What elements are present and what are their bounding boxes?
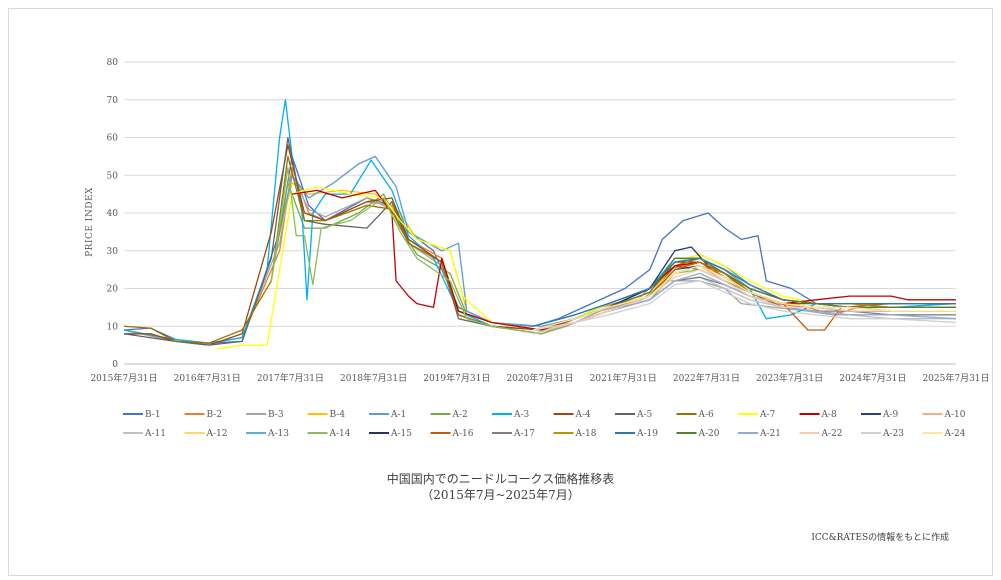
legend-label: A-12 [206,429,228,439]
legend-label: A-3 [513,410,530,420]
legend-label: A-4 [575,410,592,420]
legend-item: A-13 [246,429,289,439]
legend-item: A-22 [799,429,843,439]
gridlines [124,61,956,365]
legend-item: B-1 [123,410,161,420]
legend-label: A-1 [390,410,406,420]
legend-item: A-8 [799,410,838,420]
series-line-A-19 [533,257,956,327]
legend-label: A-5 [636,410,653,420]
legend-label: A-20 [698,429,720,439]
legend-label: A-13 [267,429,289,439]
x-tick-label: 2025年7月31日 [922,372,989,384]
series-lines [123,99,957,350]
x-tick-label: 2023年7月31日 [756,372,823,384]
legend-label: B-1 [145,410,161,420]
legend-item: A-12 [184,429,228,439]
x-tick-label: 2024年7月31日 [839,372,906,384]
legend-item: A-14 [307,429,351,439]
y-axis-label: PRICE INDEX [85,187,95,257]
legend-item: A-2 [430,410,468,420]
legend-label: A-21 [759,429,781,439]
legend-item: A-18 [553,429,597,439]
y-tick-label: 30 [107,247,119,257]
legend-label: A-6 [698,410,715,420]
legend-label: A-23 [882,429,904,439]
chart-title: 中国国内でのニードルコークス価格推移表 [386,472,615,486]
x-tick-label: 2016年7月31日 [174,372,241,384]
legend-item: A-3 [492,410,530,420]
y-tick-label: 10 [107,322,119,332]
legend-label: B-4 [330,410,346,420]
legend-label: A-7 [759,410,776,420]
x-tick-label: 2022年7月31日 [673,372,740,384]
y-tick-label: 20 [107,285,119,295]
legend-label: A-19 [636,429,658,439]
legend-item: A-11 [123,429,166,439]
series-line-A-8 [292,189,956,331]
legend-label: A-18 [575,429,597,439]
legend-item: A-4 [553,410,592,420]
legend-item: B-3 [246,410,284,420]
legend-label: B-2 [207,410,223,420]
legend-item: A-7 [738,410,776,420]
y-tick-label: 60 [107,134,119,144]
series-line-A-3 [123,99,957,344]
legend-label: A-15 [390,429,412,439]
x-tick-label: 2017年7月31日 [257,372,324,384]
series-line-A-7 [217,185,956,350]
series-line-A-23 [533,280,957,335]
x-tick-label: 2015年7月31日 [90,372,157,384]
legend-item: B-4 [307,410,346,420]
legend: B-1 B-2 B-3 B-4 A-1 A-2 A-3 A-4 A-5 A-6 A-7 A-8 A-9 A… [123,410,966,439]
legend-label: A-22 [821,429,843,439]
legend-item: A-9 [861,410,899,420]
legend-item: A-6 [676,410,715,420]
legend-label: A-24 [944,429,966,439]
legend-label: A-10 [944,410,966,420]
legend-item: A-17 [492,429,535,439]
chart-subtitle: （2015年7月~2025年7月） [421,488,580,502]
x-tick-label: 2020年7月31日 [506,372,573,384]
legend-item: A-20 [676,429,720,439]
source-note: ICC&RATESの情報をもとに作成 [811,533,949,543]
legend-item: A-24 [922,429,966,439]
legend-label: A-2 [452,410,468,420]
series-line-A-24 [533,265,956,331]
legend-item: A-10 [922,410,966,420]
y-tick-labels: 0 10 20 30 40 50 60 70 80 [107,58,119,370]
legend-item: A-15 [369,429,412,439]
legend-label: A-17 [513,429,535,439]
y-tick-label: 0 [112,360,118,370]
legend-item: A-23 [861,429,904,439]
legend-label: A-8 [821,410,838,420]
legend-item: A-16 [430,429,474,439]
legend-label: A-11 [144,429,166,439]
legend-label: A-16 [452,429,474,439]
legend-item: A-1 [369,410,406,420]
y-tick-label: 80 [107,58,119,68]
x-tick-label: 2021年7月31日 [590,372,657,384]
legend-label: A-14 [329,429,351,439]
x-tick-label: 2019年7月31日 [423,372,490,384]
x-tick-labels: 2015年7月31日 2016年7月31日 2017年7月31日 2018年7月31日… [90,372,989,384]
y-tick-label: 70 [107,96,119,106]
legend-label: A-9 [882,410,899,420]
chart-frame [8,8,993,576]
series-line-A-22 [533,268,956,331]
legend-item: B-2 [184,410,223,420]
y-tick-label: 40 [107,209,119,219]
legend-label: B-3 [268,410,284,420]
y-tick-label: 50 [107,171,119,181]
legend-item: A-19 [615,429,658,439]
x-tick-label: 2018年7月31日 [340,372,407,384]
legend-item: A-5 [615,410,653,420]
legend-item: A-21 [738,429,781,439]
